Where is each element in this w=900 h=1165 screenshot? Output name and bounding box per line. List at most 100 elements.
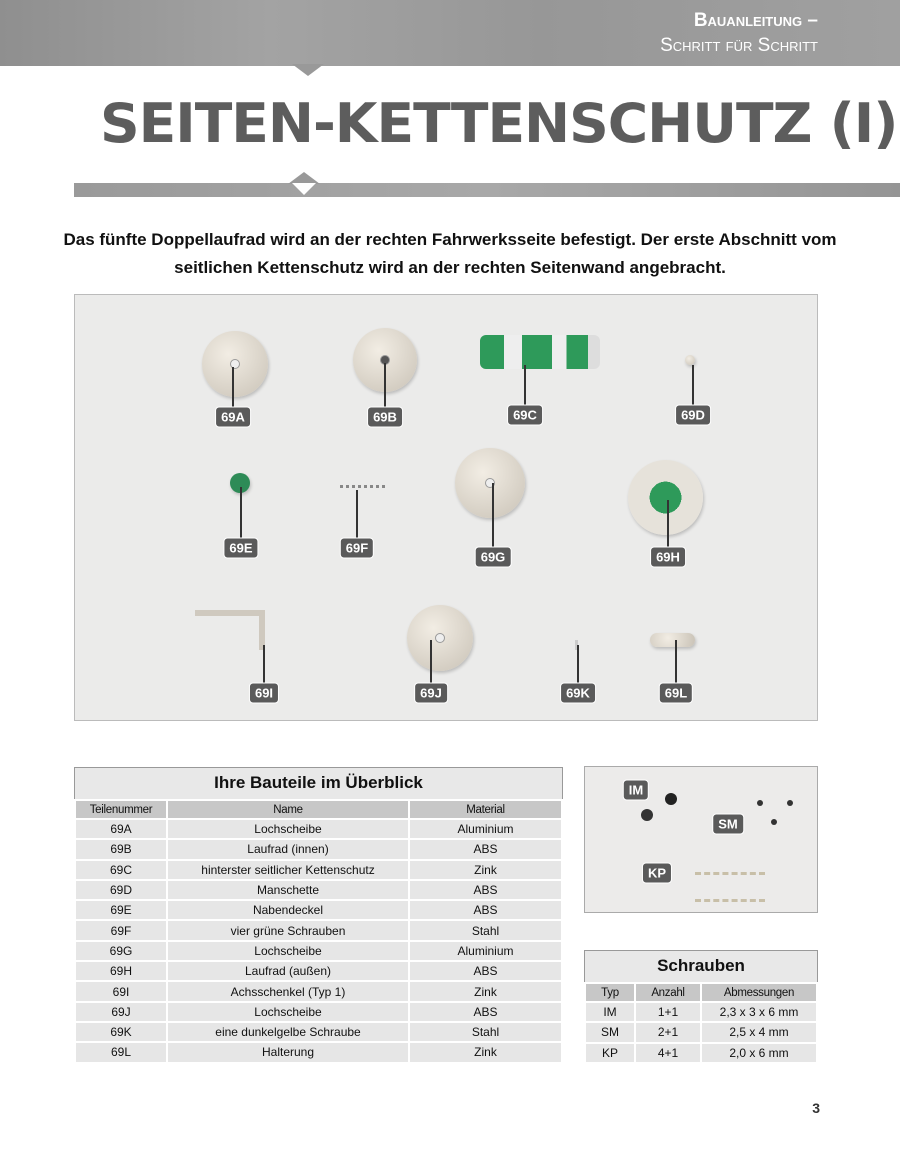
table-cell: IM (584, 1000, 636, 1024)
part-69j (407, 605, 473, 671)
header-notch (292, 64, 324, 76)
table-cell: Lochscheibe (166, 939, 410, 963)
table-cell: Laufrad (außen) (166, 960, 410, 983)
table-cell: 1+1 (634, 1000, 702, 1024)
label-69h: 69H (650, 546, 686, 568)
part-69l (650, 633, 695, 647)
table-cell: 69F (74, 919, 168, 942)
table-row: KP 4+1 2,0 x 6 mm (584, 1041, 818, 1064)
table-cell: 4+1 (634, 1041, 702, 1064)
col-header: Abmessungen (700, 982, 818, 1003)
table-cell: 69C (74, 858, 168, 881)
table-row: 69L Halterung Zink (74, 1041, 563, 1064)
parts-table: Ihre Bauteile im Überblick Teilenummer N… (74, 767, 563, 1064)
title-rule (74, 183, 900, 197)
table-cell: Stahl (408, 919, 563, 942)
label-kp: KP (641, 862, 673, 884)
table-row: 69E Nabendeckel ABS (74, 899, 563, 922)
table-cell: 69H (74, 960, 168, 983)
table-cell: Zink (408, 858, 563, 881)
table-row: 69G Lochscheibe Aluminium (74, 939, 563, 963)
screws-photo: IM SM KP (584, 766, 818, 913)
part-69i (195, 610, 265, 650)
page-title: SEITEN-KETTENSCHUTZ (I) (100, 92, 898, 155)
table-cell: SM (584, 1021, 636, 1044)
label-69d: 69D (675, 404, 711, 426)
part-69a (202, 331, 268, 397)
table-row: 69I Achsschenkel (Typ 1) Zink (74, 980, 563, 1003)
page-number: 3 (812, 1100, 820, 1116)
part-69f (340, 485, 385, 489)
table-cell: ABS (408, 1000, 563, 1023)
label-69f: 69F (339, 537, 375, 559)
table-cell: 2+1 (634, 1021, 702, 1044)
table-cell: Lochscheibe (166, 1000, 410, 1023)
table-cell: Halterung (166, 1041, 410, 1064)
table-cell: Achsschenkel (Typ 1) (166, 980, 410, 1003)
label-69i: 69I (248, 682, 280, 704)
part-69e (230, 473, 250, 493)
part-69g (455, 448, 525, 518)
table-cell: Nabendeckel (166, 899, 410, 922)
table-cell: 69D (74, 878, 168, 902)
label-69c: 69C (507, 404, 543, 426)
table-cell: eine dunkelgelbe Schraube (166, 1020, 410, 1044)
table-cell: ABS (408, 960, 563, 983)
table-row: 69F vier grüne Schrauben Stahl (74, 919, 563, 942)
table-row: 69D Manschette ABS (74, 878, 563, 902)
label-69a: 69A (215, 406, 251, 428)
screws-table-title: Schrauben (584, 950, 818, 982)
screws-table: Schrauben Typ Anzahl Abmessungen IM 1+1 2,… (584, 950, 818, 1064)
label-69j: 69J (414, 682, 448, 704)
part-69h (628, 460, 703, 535)
rule-notch (288, 172, 320, 184)
table-row: IM 1+1 2,3 x 3 x 6 mm (584, 1000, 818, 1024)
col-header: Teilenummer (74, 799, 168, 820)
table-cell: Stahl (408, 1020, 563, 1044)
table-cell: ABS (408, 838, 563, 861)
label-69k: 69K (560, 682, 596, 704)
table-row: 69H Laufrad (außen) ABS (74, 960, 563, 983)
part-69k (575, 640, 578, 650)
parts-photo: 69A 69B 69C 69D 69E 69F 69G 69H 69I 69J … (74, 294, 818, 721)
intro-text: Das fünfte Doppellaufrad wird an der rec… (63, 230, 837, 277)
table-cell: Aluminium (408, 817, 563, 841)
table-cell: Aluminium (408, 939, 563, 963)
table-cell: 69E (74, 899, 168, 922)
table-cell: 69I (74, 980, 168, 1003)
table-row: 69A Lochscheibe Aluminium (74, 817, 563, 841)
table-cell: KP (584, 1041, 636, 1064)
label-sm: SM (712, 813, 744, 835)
label-69b: 69B (367, 406, 403, 428)
table-cell: Manschette (166, 878, 410, 902)
table-cell: 69G (74, 939, 168, 963)
table-cell: vier grüne Schrauben (166, 919, 410, 942)
part-69d (685, 355, 695, 365)
label-im: IM (622, 779, 650, 801)
table-row: 69C hinterster seitlicher Kettenschutz Zin… (74, 858, 563, 881)
table-cell: Zink (408, 980, 563, 1003)
table-cell: ABS (408, 899, 563, 922)
col-header: Typ (584, 982, 636, 1003)
header-bar (0, 0, 900, 66)
table-cell: hinterster seitlicher Kettenschutz (166, 858, 410, 881)
label-69l: 69L (658, 682, 694, 704)
table-cell: 2,3 x 3 x 6 mm (700, 1000, 818, 1024)
parts-table-title: Ihre Bauteile im Überblick (74, 767, 563, 799)
series-title: Bauanleitung – Schritt für Schritt (660, 10, 818, 56)
table-cell: Laufrad (innen) (166, 838, 410, 861)
table-cell: Lochscheibe (166, 817, 410, 841)
col-header: Name (166, 799, 410, 820)
table-row: 69K eine dunkelgelbe Schraube Stahl (74, 1020, 563, 1044)
table-cell: 69A (74, 817, 168, 841)
table-row: 69B Laufrad (innen) ABS (74, 838, 563, 861)
table-cell: 69B (74, 838, 168, 861)
table-cell: 2,0 x 6 mm (700, 1041, 818, 1064)
col-header: Material (408, 799, 563, 820)
col-header: Anzahl (634, 982, 702, 1003)
part-69c (480, 335, 600, 369)
table-cell: 69K (74, 1020, 168, 1044)
table-cell: 69L (74, 1041, 168, 1064)
table-cell: Zink (408, 1041, 563, 1064)
table-cell: 69J (74, 1000, 168, 1023)
